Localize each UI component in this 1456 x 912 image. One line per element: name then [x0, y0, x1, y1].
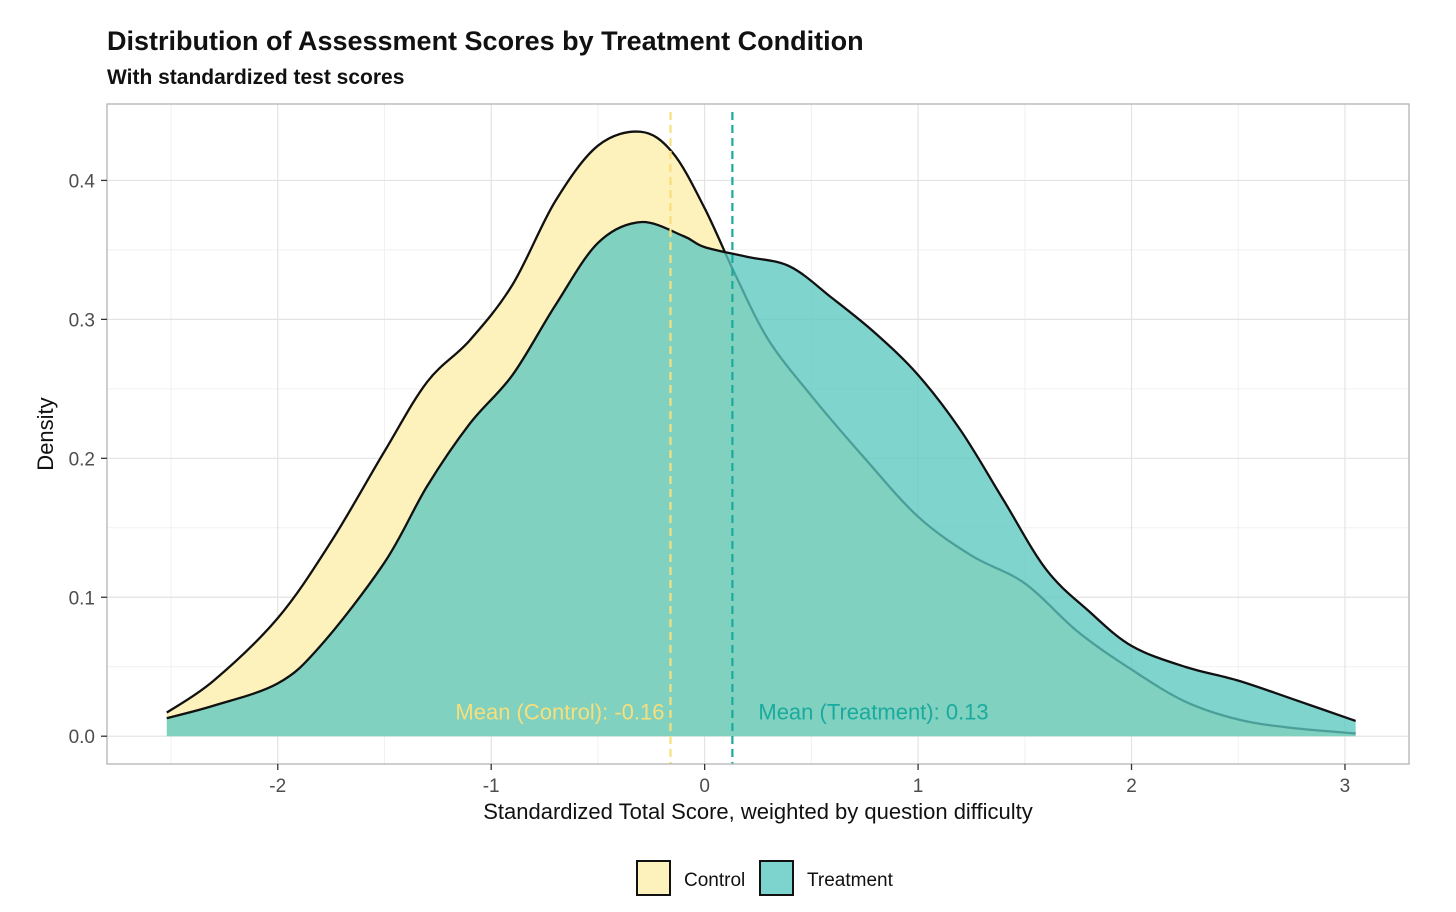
- y-tick-label: 0.3: [69, 310, 95, 331]
- y-tick-label: 0.0: [69, 727, 95, 748]
- y-tick-label: 0.2: [69, 449, 95, 470]
- density-series: [166, 130, 1357, 737]
- x-axis-ticks: -2 -1 0 1 2 3: [269, 764, 1350, 797]
- x-tick-label: 3: [1340, 776, 1351, 797]
- legend-swatch-treatment: [759, 860, 794, 896]
- y-tick-label: 0.4: [69, 171, 96, 192]
- x-tick-label: -2: [269, 776, 286, 797]
- x-tick-label: 0: [699, 776, 710, 797]
- density-line-treatment: [166, 220, 1357, 723]
- mean-lines: Mean (Control): -0.16 Mean (Treatment): 0…: [455, 112, 989, 764]
- density-area-treatment: [166, 222, 1356, 737]
- y-axis-title: Density: [33, 397, 58, 470]
- legend-swatch-control: [636, 860, 671, 896]
- legend: Control Treatment: [636, 860, 894, 896]
- x-axis-title: Standardized Total Score, weighted by qu…: [483, 799, 1033, 824]
- y-axis-ticks: 0.0 0.1 0.2 0.3 0.4: [69, 171, 107, 748]
- legend-label-control: Control: [684, 870, 745, 891]
- mean-label-0: Mean (Control): -0.16: [455, 700, 664, 725]
- chart-title: Distribution of Assessment Scores by Tre…: [107, 26, 864, 56]
- legend-label-treatment: Treatment: [807, 870, 894, 891]
- x-tick-label: 2: [1126, 776, 1137, 797]
- chart-subtitle: With standardized test scores: [107, 66, 405, 89]
- mean-label-1: Mean (Treatment): 0.13: [758, 700, 988, 725]
- y-tick-label: 0.1: [69, 588, 95, 609]
- x-tick-label: 1: [913, 776, 924, 797]
- plot-border: [106, 103, 1410, 765]
- x-tick-label: -1: [483, 776, 500, 797]
